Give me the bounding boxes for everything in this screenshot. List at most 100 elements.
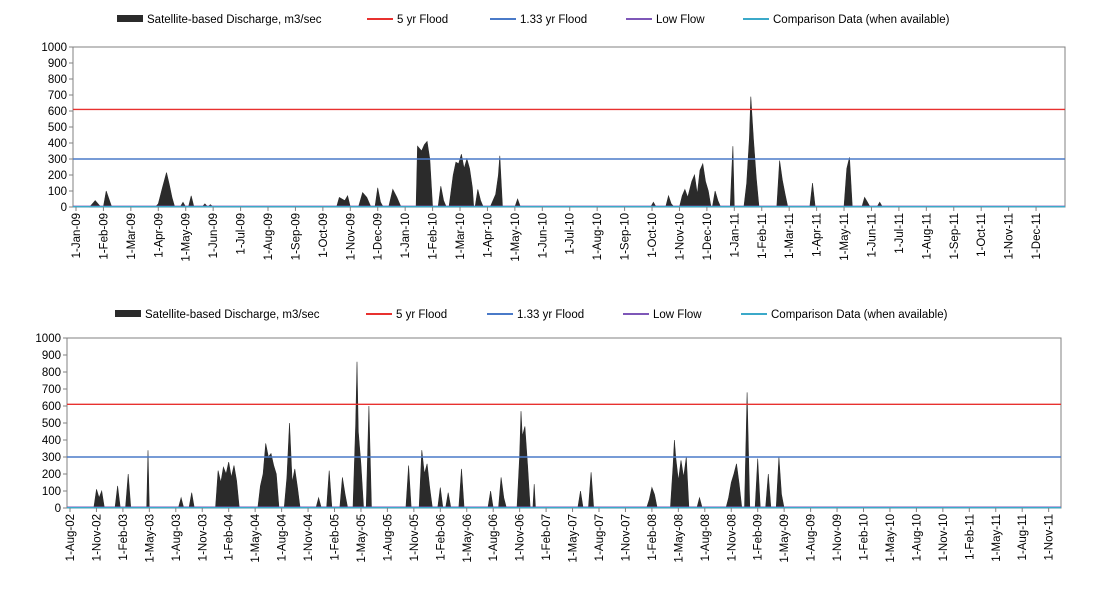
x-tick-label: 1-Jul-11 [894, 213, 906, 254]
y-tick-label: 1000 [35, 333, 61, 345]
x-tick-label: 1-May-07 [568, 514, 580, 563]
legend-item-5yr-flood: 5 yr Flood [366, 309, 447, 321]
x-tick-label: 1-Oct-10 [647, 213, 659, 258]
y-tick-label: 600 [42, 401, 61, 413]
legend-label-133yr-flood: 1.33 yr Flood [517, 309, 584, 321]
chart-bottom: Satellite-based Discharge, m3/sec 5 yr F… [35, 309, 1062, 563]
x-tick-label: 1-Dec-09 [373, 213, 385, 260]
x-tick-label: 1-Aug-08 [700, 514, 712, 561]
y-tick-label: 100 [42, 486, 61, 498]
x-tick-label: 1-May-09 [779, 514, 791, 563]
x-tick-label: 1-Jun-11 [866, 213, 878, 258]
x-tick-label: 1-Nov-04 [303, 513, 315, 561]
x-tick-label: 1-Sep-09 [290, 213, 302, 260]
x-tick-label: 1-Nov-07 [620, 514, 632, 561]
x-tick-label: 1-Jul-09 [236, 213, 248, 255]
x-tick-label: 1-Nov-05 [409, 514, 421, 561]
x-tick-label: 1-Feb-09 [753, 514, 765, 561]
x-tick-label: 1-Aug-09 [263, 213, 275, 260]
x-tick-label: 1-Dec-11 [1031, 213, 1043, 259]
chart-top: Satellite-based Discharge, m3/sec 5 yr F… [41, 14, 1066, 262]
x-tick-label: 1-Jun-10 [537, 213, 549, 258]
x-tick-label: 1-May-05 [356, 514, 368, 563]
legend-label-low-flow: Low Flow [653, 309, 702, 321]
x-tick-label: 1-Feb-03 [118, 514, 130, 561]
chart-top-plot-frame [72, 46, 1066, 208]
x-tick-label: 1-Mar-10 [455, 213, 467, 260]
y-tick-label: 700 [42, 384, 61, 396]
legend-label-comparison: Comparison Data (when available) [773, 14, 950, 26]
x-tick-label: 1-Feb-08 [647, 514, 659, 561]
x-tick-label: 1-Feb-09 [98, 213, 110, 260]
x-tick-label: 1-Sep-10 [620, 213, 632, 260]
y-tick-label: 900 [48, 58, 67, 70]
x-tick-label: 1-Aug-03 [171, 514, 183, 561]
legend-label-5yr-flood: 5 yr Flood [397, 14, 448, 26]
chart-bottom-x-axis: 1-Aug-02 1-Nov-02 1-Feb-03 1-May-03 1-Aug-03… [65, 508, 1056, 563]
x-tick-label: 1-Aug-04 [277, 513, 289, 561]
y-tick-label: 0 [61, 202, 67, 214]
legend-swatch-discharge [115, 310, 141, 317]
x-tick-label: 1-Nov-02 [91, 514, 103, 561]
legend-label-discharge: Satellite-based Discharge, m3/sec [147, 14, 322, 26]
y-tick-label: 300 [48, 154, 67, 166]
x-tick-label: 1-Feb-05 [330, 514, 342, 561]
legend-item-discharge: Satellite-based Discharge, m3/sec [115, 309, 320, 321]
y-tick-label: 300 [42, 452, 61, 464]
legend-item-133yr-flood: 1.33 yr Flood [487, 309, 584, 321]
y-tick-label: 1000 [41, 42, 67, 54]
legend-item-5yr-flood: 5 yr Flood [367, 14, 448, 26]
x-tick-label: 1-Feb-11 [757, 213, 769, 259]
x-tick-label: 1-Sep-11 [949, 213, 961, 259]
x-tick-label: 1-Aug-11 [921, 213, 933, 259]
y-tick-label: 500 [48, 122, 67, 134]
chart-bottom-legend: Satellite-based Discharge, m3/sec 5 yr F… [115, 309, 948, 321]
x-tick-label: 1-Nov-11 [1044, 514, 1056, 560]
chart-top-legend: Satellite-based Discharge, m3/sec 5 yr F… [117, 14, 950, 26]
x-tick-label: 1-Jan-10 [400, 213, 412, 258]
legend-swatch-discharge [117, 15, 143, 22]
x-tick-label: 1-Nov-06 [515, 514, 527, 561]
x-tick-label: 1-Jun-09 [208, 213, 220, 258]
x-tick-label: 1-Aug-06 [488, 514, 500, 561]
y-tick-label: 400 [42, 435, 61, 447]
x-tick-label: 1-Aug-11 [1017, 514, 1029, 560]
x-tick-label: 1-Jan-11 [729, 213, 741, 258]
y-tick-label: 600 [48, 106, 67, 118]
x-tick-label: 1-Nov-03 [197, 514, 209, 561]
x-tick-label: 1-Apr-11 [812, 213, 824, 257]
x-tick-label: 1-Feb-11 [964, 514, 976, 560]
x-tick-label: 1-Nov-09 [832, 514, 844, 561]
x-tick-label: 1-Jan-09 [71, 213, 83, 258]
y-tick-label: 800 [48, 74, 67, 86]
y-tick-label: 800 [42, 367, 61, 379]
x-tick-label: 1-Aug-05 [382, 514, 394, 561]
x-tick-label: 1-May-11 [839, 213, 851, 261]
x-tick-label: 1-Nov-08 [726, 514, 738, 561]
x-tick-label: 1-Aug-07 [594, 514, 606, 561]
y-tick-label: 900 [42, 350, 61, 362]
legend-item-comparison: Comparison Data (when available) [743, 14, 950, 26]
legend-item-low-flow: Low Flow [626, 14, 705, 26]
x-tick-label: 1-Oct-11 [976, 213, 988, 257]
x-tick-label: 1-May-11 [991, 514, 1003, 562]
legend-item-comparison: Comparison Data (when available) [741, 309, 948, 321]
y-tick-label: 0 [55, 503, 61, 515]
x-tick-label: 1-Jul-10 [565, 213, 577, 255]
x-tick-label: 1-May-06 [462, 514, 474, 563]
x-tick-label: 1-May-10 [510, 213, 522, 262]
chart-top-reference-lines [73, 108, 1065, 208]
x-tick-label: 1-May-04 [250, 513, 262, 562]
y-tick-label: 200 [42, 469, 61, 481]
x-tick-label: 1-Nov-10 [674, 213, 686, 260]
x-tick-label: 1-May-03 [144, 514, 156, 563]
chart-top-x-axis: 1-Jan-09 1-Feb-09 1-Mar-09 1-Apr-09 1-May-09… [71, 207, 1043, 262]
legend-label-133yr-flood: 1.33 yr Flood [520, 14, 587, 26]
x-tick-label: 1-Nov-11 [1004, 213, 1016, 259]
chart-bottom-plot-frame [66, 337, 1062, 509]
x-tick-label: 1-Mar-11 [784, 213, 796, 259]
legend-item-133yr-flood: 1.33 yr Flood [490, 14, 587, 26]
x-tick-label: 1-Nov-09 [345, 213, 357, 260]
